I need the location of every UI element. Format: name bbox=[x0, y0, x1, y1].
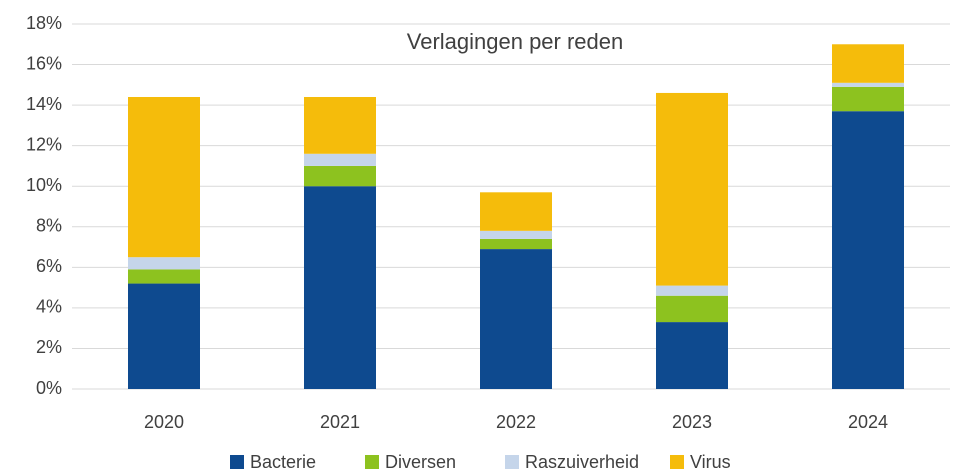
chart-title: Verlagingen per reden bbox=[407, 29, 624, 54]
legend-swatch bbox=[230, 455, 244, 469]
bar-segment bbox=[128, 269, 200, 284]
y-tick-label: 8% bbox=[36, 216, 62, 236]
legend-swatch bbox=[505, 455, 519, 469]
bar-segment bbox=[480, 249, 552, 389]
x-tick-label: 2020 bbox=[144, 412, 184, 432]
bar-segment bbox=[128, 283, 200, 389]
x-tick-label: 2022 bbox=[496, 412, 536, 432]
y-tick-label: 18% bbox=[26, 13, 62, 33]
legend-swatch bbox=[670, 455, 684, 469]
y-tick-label: 2% bbox=[36, 337, 62, 357]
bar-segment bbox=[656, 285, 728, 296]
bar-segment bbox=[832, 86, 904, 112]
legend-label: Bacterie bbox=[250, 452, 316, 471]
bar-segment bbox=[832, 44, 904, 83]
y-tick-label: 4% bbox=[36, 297, 62, 317]
bar-segment bbox=[128, 97, 200, 258]
x-tick-label: 2021 bbox=[320, 412, 360, 432]
legend-label: Diversen bbox=[385, 452, 456, 471]
y-tick-label: 6% bbox=[36, 256, 62, 276]
y-tick-label: 12% bbox=[26, 134, 62, 154]
bar-segment bbox=[656, 92, 728, 286]
bar-segment bbox=[656, 295, 728, 323]
bar-segment bbox=[304, 165, 376, 187]
bar-segment bbox=[304, 97, 376, 154]
y-tick-label: 16% bbox=[26, 53, 62, 73]
y-tick-label: 10% bbox=[26, 175, 62, 195]
legend-label: Virus bbox=[690, 452, 731, 471]
bar-segment bbox=[480, 192, 552, 231]
x-tick-label: 2023 bbox=[672, 412, 712, 432]
bar-segment bbox=[832, 82, 904, 87]
bar-segment bbox=[304, 186, 376, 389]
bar-segment bbox=[128, 257, 200, 270]
legend-swatch bbox=[365, 455, 379, 469]
y-tick-label: 0% bbox=[36, 378, 62, 398]
bar-segment bbox=[832, 111, 904, 389]
y-tick-label: 14% bbox=[26, 94, 62, 114]
bar-segment bbox=[656, 322, 728, 389]
legend-label: Raszuiverheid bbox=[525, 452, 639, 471]
bar-segment bbox=[480, 238, 552, 250]
bar-segment bbox=[304, 153, 376, 166]
x-tick-label: 2024 bbox=[848, 412, 888, 432]
bar-segment bbox=[480, 230, 552, 239]
